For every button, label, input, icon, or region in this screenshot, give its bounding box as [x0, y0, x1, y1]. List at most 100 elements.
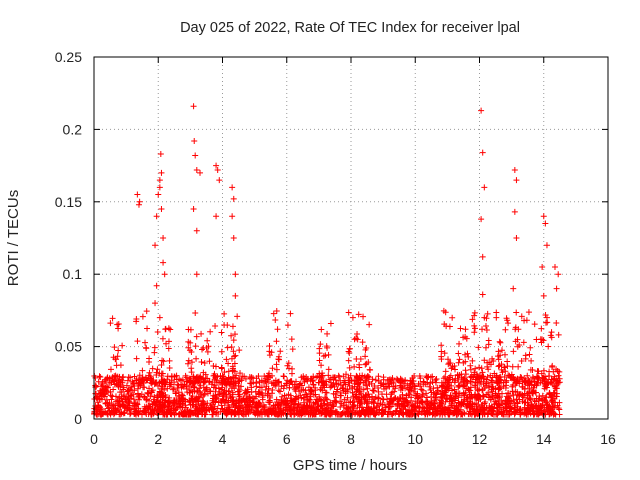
data-point — [182, 398, 189, 405]
data-point — [192, 343, 199, 350]
data-point — [210, 363, 217, 370]
data-point — [467, 362, 474, 369]
data-point — [460, 359, 467, 366]
data-point — [155, 191, 162, 198]
data-point — [509, 363, 516, 370]
data-point — [175, 400, 182, 407]
data-point — [212, 394, 219, 401]
x-tick-label: 4 — [219, 431, 227, 447]
data-point — [400, 380, 407, 387]
data-point — [168, 373, 175, 380]
data-point — [312, 411, 319, 418]
data-point — [513, 177, 520, 184]
data-point — [158, 362, 165, 369]
data-point — [539, 374, 546, 381]
data-point — [394, 400, 401, 407]
x-tick-label: 2 — [154, 431, 162, 447]
data-point — [160, 259, 167, 266]
data-point — [192, 310, 199, 317]
data-point — [188, 369, 195, 376]
data-point — [165, 345, 172, 352]
data-point — [548, 329, 555, 336]
data-point — [543, 406, 550, 413]
data-point — [517, 411, 524, 418]
data-point — [296, 411, 303, 418]
data-point — [136, 198, 143, 205]
data-point — [463, 394, 470, 401]
data-point — [112, 393, 119, 400]
data-point — [325, 366, 332, 373]
data-point — [343, 371, 350, 378]
data-point — [250, 375, 257, 382]
data-point — [497, 373, 504, 380]
data-point — [122, 396, 129, 403]
data-point — [197, 169, 204, 176]
data-point — [389, 375, 396, 382]
data-point — [307, 406, 314, 413]
data-point — [527, 344, 534, 351]
data-point — [214, 166, 221, 173]
data-point — [111, 344, 118, 351]
data-point — [173, 372, 180, 379]
data-point — [115, 320, 122, 327]
data-point — [202, 378, 209, 385]
data-point — [553, 390, 560, 397]
data-point — [506, 408, 513, 415]
data-point — [297, 380, 304, 387]
data-point — [97, 387, 104, 394]
data-point — [152, 300, 159, 307]
data-point — [266, 352, 273, 359]
data-point — [232, 410, 239, 417]
data-point — [437, 401, 444, 408]
data-point — [445, 385, 452, 392]
data-point — [146, 355, 153, 362]
data-point — [539, 263, 546, 270]
data-point — [471, 309, 478, 316]
data-point — [269, 365, 276, 372]
data-point — [446, 404, 453, 411]
data-point — [224, 410, 231, 417]
data-point — [216, 177, 223, 184]
data-point — [543, 314, 550, 321]
data-point — [353, 373, 360, 380]
data-point — [117, 362, 124, 369]
data-point — [506, 399, 513, 406]
data-point — [229, 393, 236, 400]
data-point — [249, 394, 256, 401]
data-point — [154, 328, 161, 335]
data-point — [234, 313, 241, 320]
data-point — [381, 408, 388, 415]
data-point — [192, 378, 199, 385]
data-point — [270, 379, 277, 386]
data-point — [516, 380, 523, 387]
data-point — [545, 343, 552, 350]
data-point — [230, 235, 237, 241]
data-point — [187, 378, 194, 385]
data-point — [448, 382, 455, 389]
data-point — [474, 391, 481, 398]
data-point — [225, 397, 232, 404]
data-point — [94, 393, 101, 400]
data-point — [159, 383, 166, 390]
data-point — [258, 403, 265, 410]
data-point — [432, 379, 439, 386]
data-point — [198, 390, 205, 397]
data-point — [341, 396, 348, 403]
data-point — [456, 356, 463, 363]
data-point — [462, 389, 469, 396]
data-point — [153, 282, 160, 289]
data-point — [476, 374, 483, 381]
data-point — [363, 404, 370, 411]
data-point — [242, 375, 249, 382]
data-point — [145, 390, 152, 397]
data-point — [526, 385, 533, 392]
data-point — [144, 325, 151, 332]
data-point — [358, 408, 365, 415]
data-point — [197, 382, 204, 389]
data-point — [227, 379, 234, 386]
data-point — [537, 379, 544, 386]
data-point — [262, 404, 269, 411]
data-point — [120, 410, 127, 417]
data-point — [371, 382, 378, 389]
x-tick-label: 14 — [536, 431, 552, 447]
